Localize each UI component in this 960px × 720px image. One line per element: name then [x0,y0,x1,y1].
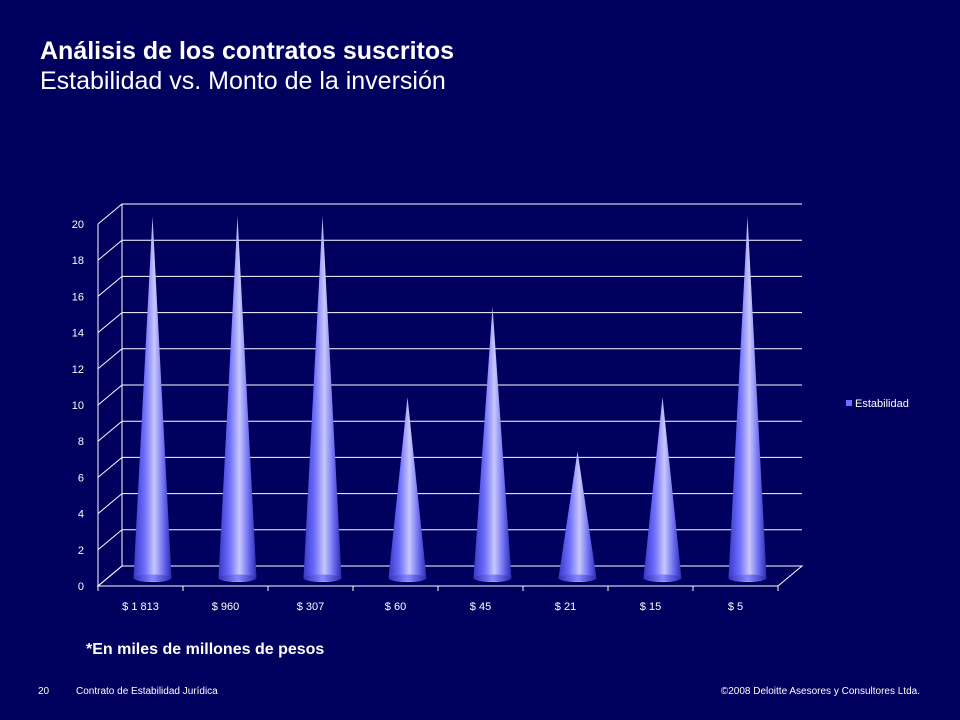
legend-label-estabilidad: Estabilidad [855,398,909,410]
legend: Estabilidad [846,398,909,410]
y-tick-label-0: 0 [78,581,84,593]
gridline-side-9 [97,239,123,261]
cone-4 [473,306,512,582]
title-block: Análisis de los contratos suscritos Esta… [40,36,920,96]
y-tick-label-10: 20 [72,219,84,231]
y-tick-label-9: 18 [72,255,84,267]
cone-6 [643,397,682,582]
cone-body-1 [218,216,257,582]
x-tick-label-7: $ 5 [728,601,743,613]
gridline-side-7 [97,312,123,333]
cone-base-2 [303,574,342,582]
cone-2 [303,216,342,582]
slide-subtitle: Estabilidad vs. Monto de la inversión [40,67,446,95]
x-tick-label-0: $ 1 813 [122,601,159,613]
gridline-side-8 [97,276,123,297]
cone-body-3 [388,397,427,582]
y-tick-label-8: 16 [72,291,84,303]
y-tick-label-6: 12 [72,364,84,376]
axis-layer: 0 2 4 6 8 10 12 14 16 18 20 $ 1 813 $ 960 $ 307 $ 60 $ … [72,204,804,613]
gridline-side-5 [97,384,123,406]
gridline-side-4 [97,420,123,442]
legend-swatch [846,400,852,406]
y-tick-label-5: 10 [72,400,84,412]
x-tick-label-4: $ 45 [470,601,491,613]
cone-body-6 [643,397,682,582]
y-tick-label-2: 4 [78,509,84,521]
cone-base-3 [388,574,427,582]
y-tick-label-1: 2 [78,545,84,557]
cone-body-0 [133,216,172,582]
currency-note: *En miles de millones de pesos [86,641,325,658]
cone-layer [133,216,767,582]
gridline-side-6 [97,348,123,370]
gridline-side-2 [97,493,123,514]
x-tick-label-3: $ 60 [385,601,406,613]
gridline-side-10 [97,203,123,225]
y-tick-label-7: 14 [72,328,84,340]
cone-1 [218,216,257,582]
floor-outline [96,565,804,587]
y-tick-label-4: 8 [78,436,84,448]
cone-body-2 [303,216,342,582]
cone-0 [133,216,172,582]
copyright-notice: ©2008 Deloitte Asesores y Consultores Lt… [720,686,920,697]
x-tick-label-6: $ 15 [640,601,661,613]
cone-body-5 [558,451,597,582]
page-number: 20 [38,686,50,697]
gridline-side-1 [97,529,123,551]
y-tick-label-3: 6 [78,472,84,484]
cone-body-4 [473,306,512,582]
cone-5 [558,451,597,582]
cone-base-5 [558,574,597,582]
cone-7 [728,216,767,582]
cone-base-7 [728,574,767,582]
cone-body-7 [728,216,767,582]
x-tick-label-5: $ 21 [555,601,576,613]
cone-base-1 [218,574,257,582]
cone-base-6 [643,574,682,582]
cone-3 [388,397,427,582]
grid-layer [97,203,802,587]
slide-title: Análisis de los contratos suscritos [40,37,455,65]
cone-base-4 [473,574,512,582]
x-tick-label-1: $ 960 [212,601,240,613]
document-name: Contrato de Estabilidad Jurídica [76,686,218,697]
cone-base-0 [133,574,172,582]
gridline-side-3 [97,457,123,478]
x-tick-label-2: $ 307 [297,601,325,613]
